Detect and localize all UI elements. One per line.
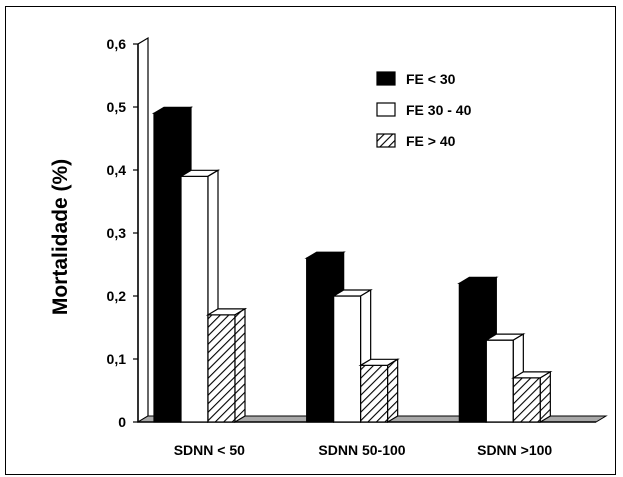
legend-label: FE 30 - 40 [406,102,472,118]
bar [207,314,236,423]
bar-side [387,358,399,424]
x-tick-label: SDNN >100 [477,442,552,458]
y-tick-label: 0,5 [107,99,127,115]
legend-swatch [376,102,396,117]
legend-label: FE > 40 [406,133,456,149]
y-ticks: 0 0,1 0,2 0,3 0,4 0,5 0,6 [107,36,138,430]
bar [458,282,487,423]
legend-swatch [376,133,396,148]
bar-side [539,370,551,424]
bar [306,257,335,423]
x-tick-label: SDNN < 50 [174,442,245,458]
x-tick-label: SDNN 50-100 [318,442,405,458]
bars [151,106,553,424]
back-wall [137,36,149,424]
bar [485,339,514,423]
y-tick-label: 0,3 [107,225,127,241]
bar-side [234,307,246,424]
bar [180,175,209,423]
bar [333,295,362,423]
legend: FE < 30 FE 30 - 40 FE > 40 [376,71,472,149]
bar [512,377,541,423]
y-tick-label: 0,2 [107,288,127,304]
legend-label: FE < 30 [406,71,456,87]
y-tick-label: 0,4 [107,162,127,178]
bar [360,364,389,423]
y-tick-label: 0,1 [107,351,127,367]
legend-swatch [376,71,396,86]
y-tick-label: 0 [118,414,126,430]
category-labels: SDNN < 50 SDNN 50-100 SDNN >100 [174,442,553,458]
y-tick-label: 0,6 [107,36,127,52]
y-axis-label: Mortalidade (%) [49,159,72,315]
bar [153,112,182,423]
